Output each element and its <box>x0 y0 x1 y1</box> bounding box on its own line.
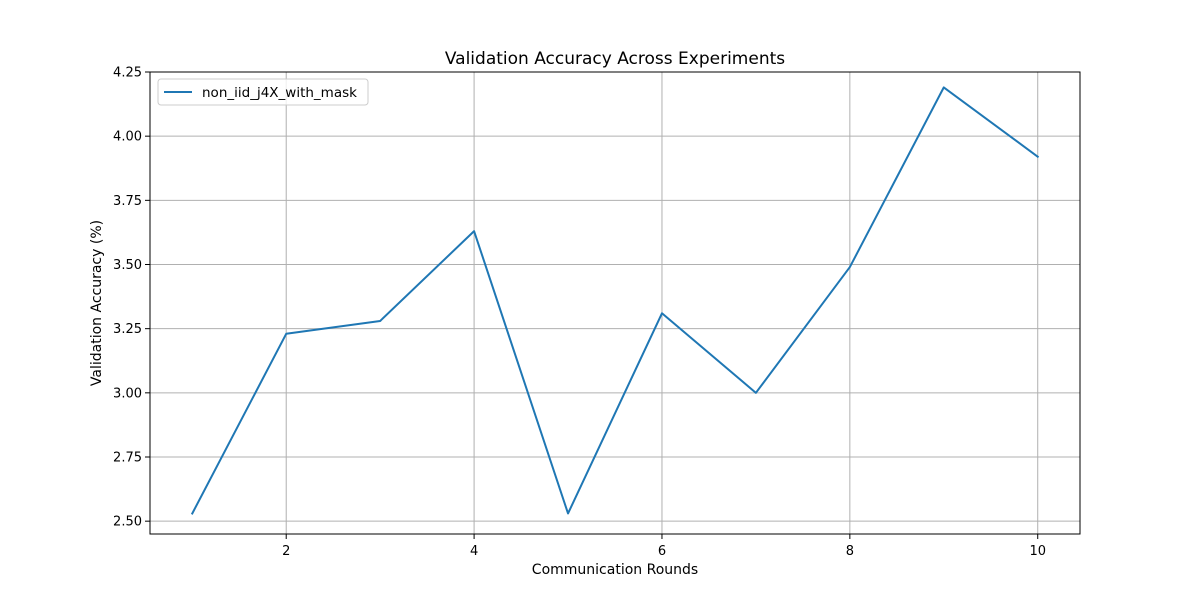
x-tick-label: 4 <box>470 544 478 559</box>
x-tick-label: 8 <box>846 544 854 559</box>
grid <box>150 71 1080 534</box>
series-layer <box>190 86 1040 515</box>
legend-label: non_iid_j4X_with_mask <box>202 85 357 101</box>
plot-frame <box>149 71 1081 535</box>
y-tick-label: 3.75 <box>113 194 142 209</box>
y-tick-label: 3.00 <box>113 386 142 401</box>
y-tick-label: 2.50 <box>113 515 142 530</box>
chart-title: Validation Accuracy Across Experiments <box>445 49 785 69</box>
legend-box <box>157 78 369 106</box>
y-tick-label: 4.25 <box>113 66 142 81</box>
y-axis-title: Validation Accuracy (%) <box>89 220 105 386</box>
x-tick-label: 2 <box>282 544 290 559</box>
x-tick-label: 6 <box>658 544 666 559</box>
y-tick-label: 3.25 <box>113 322 142 337</box>
y-tick-label: 4.00 <box>113 130 142 145</box>
series-line <box>190 86 1040 515</box>
y-tick-label: 2.75 <box>113 451 142 466</box>
x-tick-label: 10 <box>1029 544 1046 559</box>
y-tick-label: 3.50 <box>113 258 142 273</box>
legend: non_iid_j4X_with_mask <box>157 78 369 106</box>
ticks: 2 4 6 8 10 2.50 2.75 3.00 3.25 3.50 3.75 4.00 4.25 <box>113 66 1046 560</box>
x-axis-title: Communication Rounds <box>532 562 698 578</box>
